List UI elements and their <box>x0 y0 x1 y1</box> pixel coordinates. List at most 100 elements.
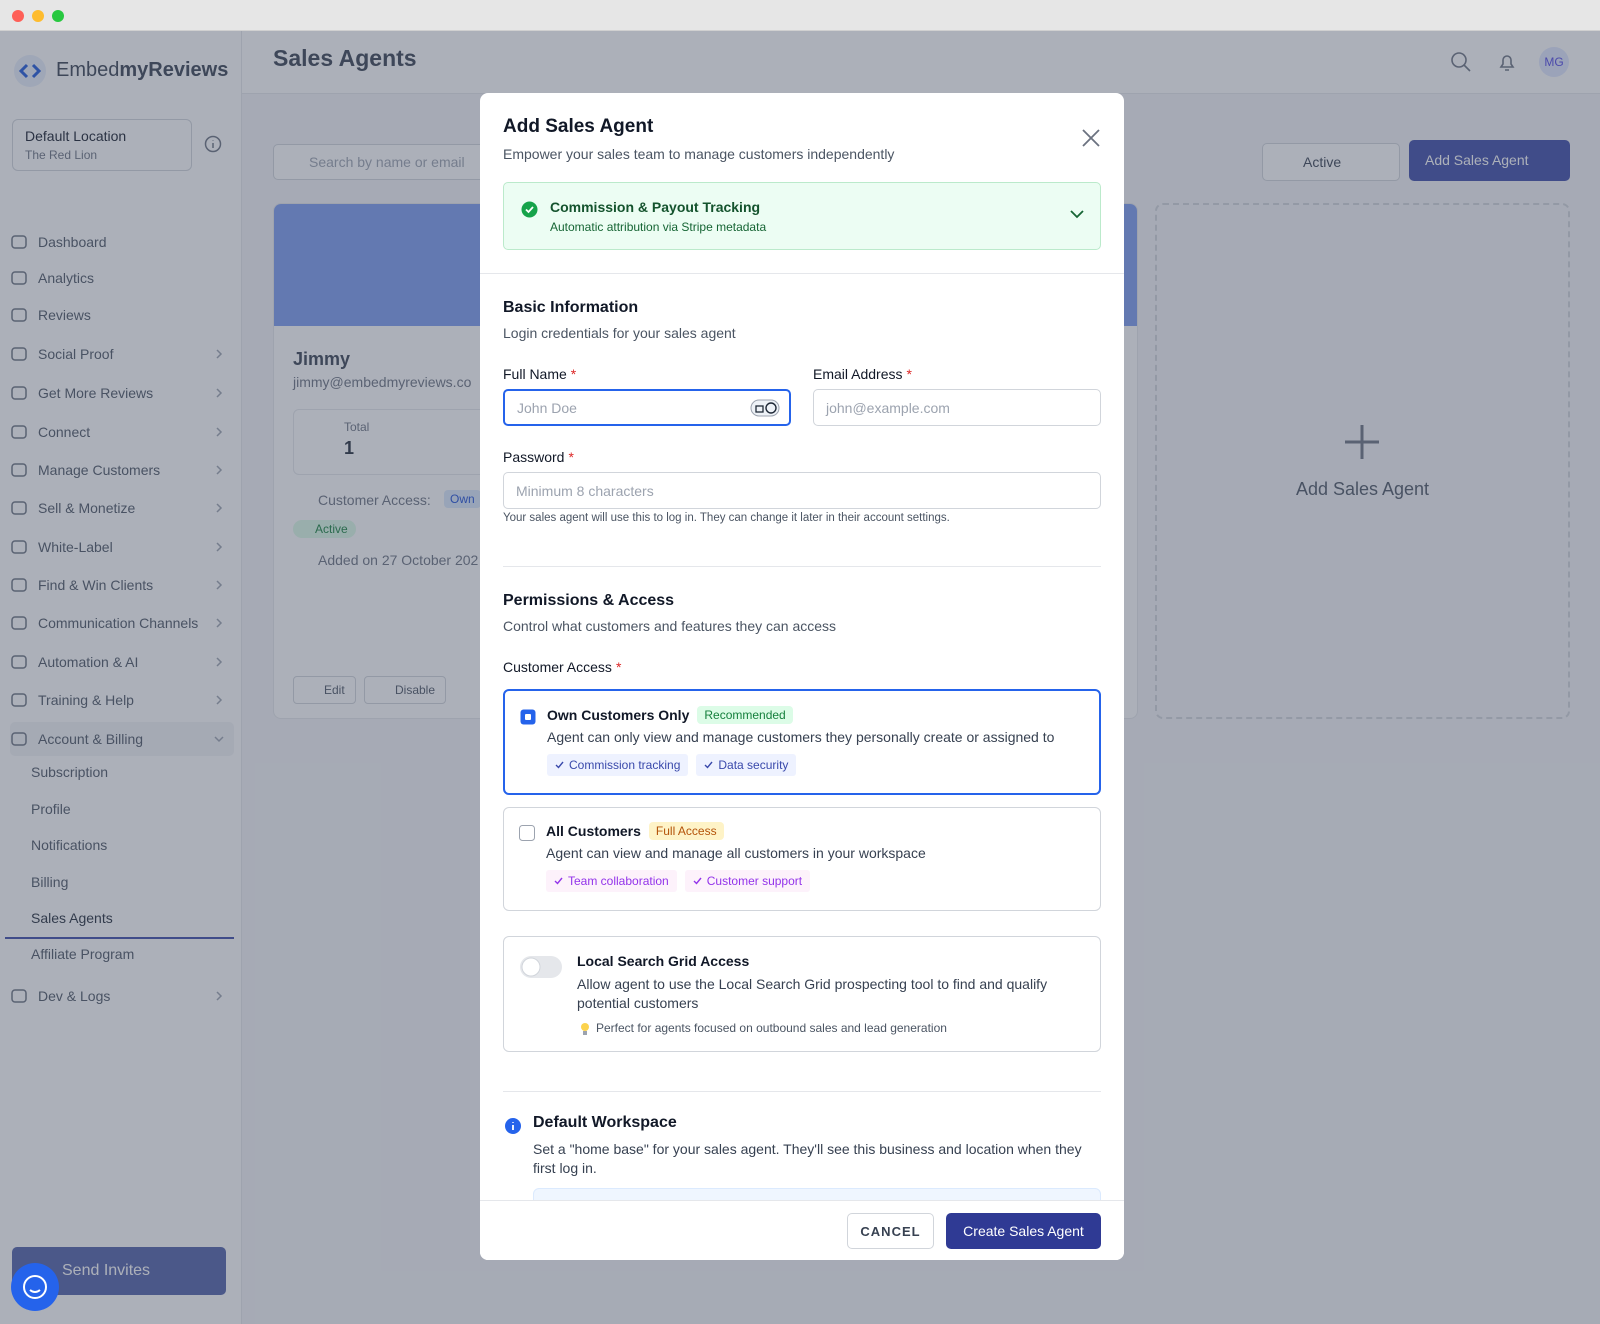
required-mark: * <box>570 366 577 382</box>
bell-icon[interactable] <box>1496 51 1518 73</box>
nav-label: Analytics <box>38 270 95 286</box>
nav-item[interactable]: Automation & AI <box>10 645 234 679</box>
check <box>704 761 713 769</box>
window-bar <box>0 0 1600 31</box>
nav-label: Dev & Logs <box>38 988 111 1004</box>
nav-item[interactable]: White-Label <box>10 530 234 564</box>
required-mark: * <box>568 449 574 465</box>
nav-icon <box>11 271 27 285</box>
nav-icon <box>11 616 27 630</box>
search-input[interactable]: Search by name or email <box>273 144 513 180</box>
nav-icon <box>11 540 27 554</box>
nav-label: Connect <box>38 424 91 440</box>
avatar[interactable]: MG <box>1539 47 1569 77</box>
edit-button[interactable]: Edit <box>293 676 356 704</box>
tag: Team collaboration <box>546 870 677 892</box>
toggle[interactable] <box>519 955 563 979</box>
nav-icon <box>11 732 27 746</box>
min-dot[interactable] <box>32 10 44 22</box>
nav-icon <box>11 386 27 400</box>
subnav-item[interactable]: Sales Agents <box>31 910 113 926</box>
info-icon <box>505 1118 521 1134</box>
field-label: Password * <box>503 449 574 465</box>
stat-value: 1 <box>344 438 355 458</box>
nav-item[interactable]: Communication Channels <box>10 606 234 640</box>
subnav-item[interactable]: Profile <box>31 801 71 817</box>
name-input[interactable]: John Doe <box>503 389 791 426</box>
chat-bubble[interactable] <box>11 1263 59 1311</box>
subnav-item[interactable]: Affiliate Program <box>31 946 135 962</box>
modal-subtitle: Empower your sales team to manage custom… <box>503 146 895 162</box>
brand-logo <box>14 55 46 87</box>
option-badge: Recommended <box>697 706 793 724</box>
send-invites-label: Send Invites <box>62 1262 151 1279</box>
label-text: Customer Access <box>503 659 612 675</box>
disable-button[interactable]: Disable <box>364 676 447 704</box>
access-value: Own <box>444 490 481 508</box>
commission-banner[interactable]: Commission & Payout Tracking Automatic a… <box>503 182 1101 250</box>
nav-item[interactable]: Reviews <box>10 298 234 332</box>
workspace-description: Set a "home base" for your sales agent. … <box>533 1141 1082 1176</box>
nav-item[interactable]: Sell & Monetize <box>10 491 234 525</box>
nav-item[interactable]: Account & Billing <box>10 722 234 756</box>
chevron <box>1070 210 1084 219</box>
option-description: Agent can view and manage all customers … <box>546 845 926 861</box>
nav-label: Dashboard <box>38 234 107 250</box>
label-text: Email Address <box>813 366 903 382</box>
nav-item[interactable]: Dashboard <box>10 225 234 259</box>
field-label: Customer Access * <box>503 659 621 675</box>
status-pill: Active <box>293 520 356 538</box>
add-agent-button[interactable]: Add Sales Agent <box>1409 140 1570 181</box>
modal-title: Add Sales Agent <box>503 116 654 137</box>
tag-label: Data security <box>718 758 789 772</box>
close-dot[interactable] <box>12 10 24 22</box>
password-input[interactable]: Minimum 8 characters <box>503 472 1101 509</box>
field-label: Email Address * <box>813 366 912 382</box>
label-text: Password <box>503 449 565 465</box>
modal: Add Sales Agent Empower your sales team … <box>480 93 1124 1260</box>
status-select[interactable]: Active <box>1262 143 1400 181</box>
nav-item[interactable]: Connect <box>10 415 234 449</box>
brand-suffix: myReviews <box>119 59 229 81</box>
nav-item[interactable]: Get More Reviews <box>10 376 234 410</box>
grid-access-description: Allow agent to use the Local Search Grid… <box>577 976 1048 1011</box>
password-manager-icon[interactable] <box>750 398 780 418</box>
nav-item[interactable]: Manage Customers <box>10 453 234 487</box>
access-option[interactable]: All Customers Full Access Agent can view a… <box>503 807 1101 911</box>
close-button[interactable] <box>1080 127 1102 149</box>
access-option[interactable]: Own Customers Only Recommended Agent can o… <box>503 689 1101 795</box>
subnav-item[interactable]: Notifications <box>31 837 108 853</box>
nav-label: Automation & AI <box>38 654 139 670</box>
section-heading: Basic Information <box>503 299 639 316</box>
nav-item[interactable]: Dev & Logs <box>10 979 234 1013</box>
cancel-button[interactable]: CANCEL <box>847 1213 934 1249</box>
check <box>554 877 563 885</box>
check <box>693 877 702 885</box>
subnav-item[interactable]: Subscription <box>31 764 109 780</box>
nav-item[interactable]: Social Proof <box>10 337 234 371</box>
plus-icon <box>1345 425 1379 459</box>
subnav-item[interactable]: Billing <box>31 874 69 890</box>
nav-item[interactable]: Find & Win Clients <box>10 568 234 602</box>
nav-item[interactable]: Training & Help <box>10 683 234 717</box>
email-input[interactable]: john@example.com <box>813 389 1101 426</box>
add-card[interactable]: Add Sales Agent <box>1155 203 1570 719</box>
divider <box>503 566 1101 567</box>
checkbox <box>520 709 536 725</box>
nav-icon <box>11 578 27 592</box>
agent-email: jimmy@embedmyreviews.co <box>293 374 472 390</box>
nav-item[interactable]: Analytics <box>10 261 234 295</box>
nav-label: Training & Help <box>38 692 134 708</box>
search-icon[interactable] <box>1450 51 1472 73</box>
nav-label: Social Proof <box>38 346 114 362</box>
max-dot[interactable] <box>52 10 64 22</box>
info-icon[interactable] <box>204 135 222 153</box>
location-select[interactable]: Default Location The Red Lion <box>12 119 192 171</box>
chevron <box>214 736 224 743</box>
submit-button[interactable]: Create Sales Agent <box>946 1213 1101 1249</box>
workspace-title: Default Workspace <box>533 1114 677 1131</box>
required-mark: * <box>615 659 622 675</box>
nav-label: Manage Customers <box>38 462 161 478</box>
tag-label: Team collaboration <box>568 874 669 888</box>
